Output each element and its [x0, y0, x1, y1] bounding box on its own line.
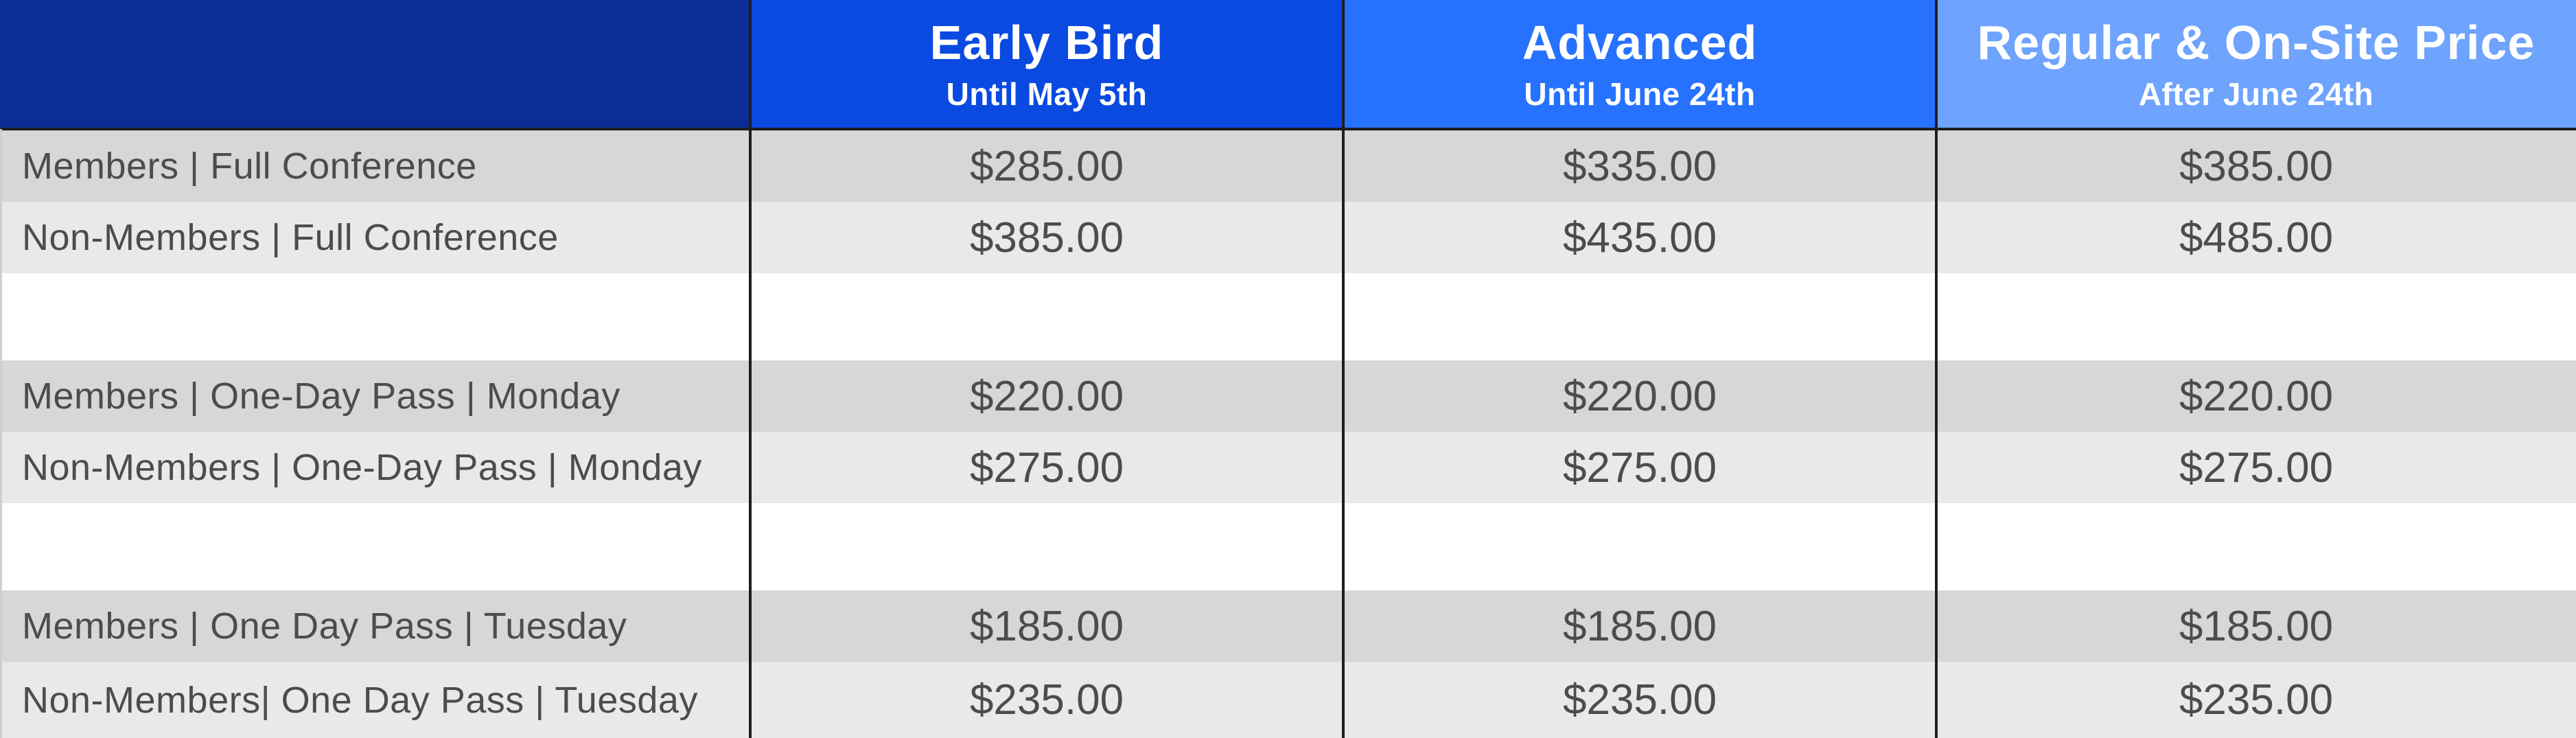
- table-row: Non-Members | Full Conference $385.00 $4…: [0, 202, 2576, 273]
- header-subtitle: Until May 5th: [946, 76, 1148, 112]
- column-divider: [1342, 0, 1345, 738]
- price-early-bird: $235.00: [969, 676, 1124, 724]
- header-advanced: Advanced Until June 24th: [1343, 0, 1936, 129]
- price-regular: $220.00: [2179, 372, 2334, 420]
- header-early-bird: Early Bird Until May 5th: [750, 0, 1343, 129]
- price-regular: $485.00: [2179, 214, 2334, 262]
- price-regular: $185.00: [2179, 602, 2334, 650]
- price-early-bird: $220.00: [969, 372, 1124, 420]
- column-divider: [749, 0, 752, 738]
- price-regular: $385.00: [2179, 142, 2334, 190]
- header-title: Advanced: [1522, 16, 1758, 69]
- price-early-bird: $385.00: [969, 214, 1124, 262]
- price-early-bird: $185.00: [969, 602, 1124, 650]
- price-advanced: $220.00: [1562, 372, 1717, 420]
- price-advanced: $235.00: [1562, 676, 1717, 724]
- price-advanced: $335.00: [1562, 142, 1717, 190]
- row-label: Non-Members | One-Day Pass | Monday: [22, 447, 702, 488]
- row-label: Non-Members | Full Conference: [22, 217, 559, 258]
- header-subtitle: After June 24th: [2138, 76, 2374, 112]
- table-row: Members | One-Day Pass | Monday $220.00 …: [0, 360, 2576, 432]
- row-label: Non-Members| One Day Pass | Tuesday: [22, 679, 698, 721]
- table-left-edge: [0, 129, 2, 738]
- price-early-bird: $275.00: [969, 443, 1124, 492]
- table-row: Members | One Day Pass | Tuesday $185.00…: [0, 590, 2576, 662]
- table-row: Members | Full Conference $285.00 $335.0…: [0, 130, 2576, 202]
- header-subtitle: Until June 24th: [1524, 76, 1756, 112]
- header-divider: [0, 128, 2576, 130]
- price-regular: $235.00: [2179, 676, 2334, 724]
- header-title: Regular & On-Site Price: [1977, 16, 2536, 69]
- row-label: Members | One Day Pass | Tuesday: [22, 606, 627, 647]
- column-divider: [1935, 0, 1938, 738]
- price-advanced: $435.00: [1562, 214, 1717, 262]
- header-title: Early Bird: [929, 16, 1164, 69]
- price-regular: $275.00: [2179, 443, 2334, 492]
- table-row: Non-Members | One-Day Pass | Monday $275…: [0, 432, 2576, 503]
- header-corner-cell: [0, 0, 750, 129]
- price-early-bird: $285.00: [969, 142, 1124, 190]
- row-label: Members | One-Day Pass | Monday: [22, 376, 620, 417]
- table-row: Non-Members| One Day Pass | Tuesday $235…: [0, 662, 2576, 738]
- header-regular: Regular & On-Site Price After June 24th: [1936, 0, 2576, 129]
- price-advanced: $275.00: [1562, 443, 1717, 492]
- row-label: Members | Full Conference: [22, 146, 477, 187]
- price-advanced: $185.00: [1562, 602, 1717, 650]
